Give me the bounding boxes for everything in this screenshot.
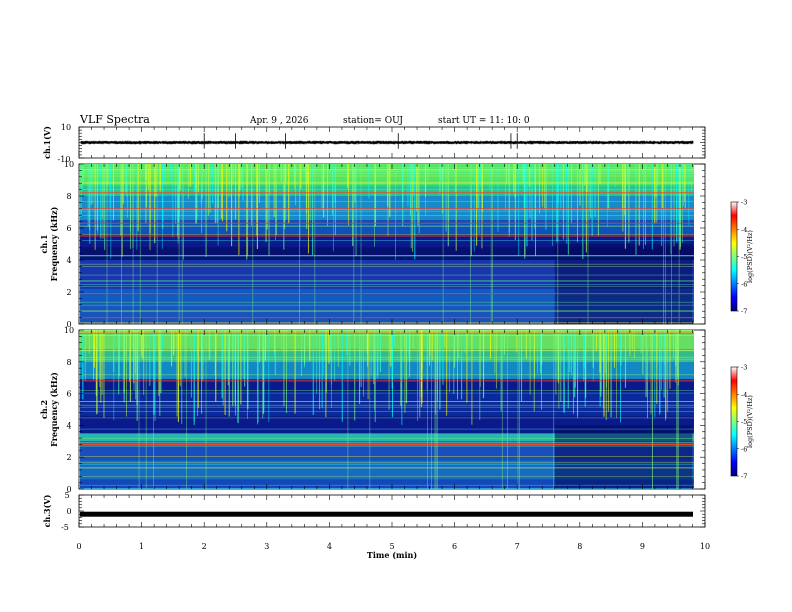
x-tick-label: 2 [202,542,207,551]
header-station: station= OUJ [343,116,403,126]
x-tick-label: 8 [577,542,582,551]
ch3-ytick-label: 5 [64,491,69,500]
ch2-spectrogram-colorbar [730,366,738,477]
ch2-spectrogram-channel-label: ch.2 [39,400,49,419]
ch1-spectrogram-ytick-label: 8 [66,192,71,201]
ch1-spectrogram-colorbar-tick-label: -6 [741,280,747,288]
ch1-spectrogram-ytick-label: 2 [66,288,71,297]
ch1-spectrogram-band [80,220,694,235]
ch2-spectrogram-ytick-label: 10 [64,326,74,335]
ch1-spectrogram-ytick-label: 6 [66,224,71,233]
ch1-spectrogram-band [80,247,694,260]
x-tick-label: 5 [389,542,394,551]
ch1-spectrogram-ylabel: Frequency (kHz) [49,206,59,281]
ch1-spectrogram-ytick-label: 10 [64,160,74,169]
ch1-spectrogram-dark-region [554,244,693,324]
ch1-spectrogram-colorbar-tick-label: -5 [741,253,747,261]
ch2-spectrogram-colorbar-tick-label: -7 [741,473,747,481]
x-tick-label: 3 [264,542,269,551]
ch1-spectrogram-channel-label: ch.1 [39,234,49,253]
ch1-ytick-label: 10 [61,123,71,132]
ch1-spectrogram-panel: 0 2 4 6 8 10 ch.1 Frequency (kHz) [39,160,706,329]
ch2-spectrogram-dark-region [554,425,693,489]
ch3-plot-frame [78,494,706,528]
x-tick-label: 9 [640,542,645,551]
figure-title: VLF Spectra [79,113,150,126]
ch2-spectrogram-band [80,460,694,480]
ch2-spectrogram-ytick-label: 2 [66,453,71,462]
ch3-waveform-panel: 5 0 -5 ch.3(V) 0 1 2 3 4 5 6 7 8 9 10 Time (min) [42,491,710,560]
ch3-ytick-label: -5 [61,523,69,532]
ch1-spectrogram-ytick-label: 4 [66,256,71,265]
ch2-spectrogram-ytick-label: 6 [66,390,71,399]
ch2-spectrogram-band [80,479,694,489]
ch1-spectrogram-colorbar-label: log(PSD)(V²/Hz) [746,230,754,283]
x-axis-label: Time (min) [367,550,417,560]
ch2-spectrogram-panel: 0 2 4 6 8 10 ch.2 Frequency (kHz) [39,326,706,494]
ch1-spectrogram-colorbar-tick-label: -7 [741,308,747,316]
ch1-spectrogram-band [80,196,694,220]
ch3-ytick-label: 0 [66,507,71,516]
ch1-spectrogram-colorbar [730,201,738,312]
ch2-spectrogram-band [80,393,694,416]
x-tick-label: 1 [139,542,144,551]
ch3-ylabel: ch.3(V) [42,494,52,527]
ch2-spectrogram-ytick-label: 8 [66,358,71,367]
ch2-spectrogram-ytick-label: 4 [66,421,71,430]
ch1-ylabel: ch.1(V) [42,126,52,159]
ch1-spectrogram-colorbar-tick-label: -4 [741,226,747,234]
ch1-waveform-panel: 10 -10 ch.1(V) [42,123,706,164]
x-tick-label: 4 [327,542,332,551]
ch2-spectrogram-ylabel: Frequency (kHz) [49,372,59,447]
header-start-time: start UT = 11: 10: 0 [438,116,530,126]
x-tick-label: 0 [76,542,81,551]
ch1-spectrogram-band [80,164,694,185]
ch2-spectrogram-colorbar-label: log(PSD)(V²/Hz) [746,395,754,448]
ch1-spectrogram-ytick-label: 0 [66,320,71,329]
ch1-ytick-label: -10 [58,155,71,164]
ch2-spectrogram-band [80,433,694,442]
x-tick-label: 6 [452,542,457,551]
ch2-spectrogram-colorbar-tick-label: -5 [741,418,747,426]
ch2-spectrogram-colorbar-tick-label: -3 [741,364,747,372]
x-tick-label: 7 [515,542,520,551]
ch2-spectrogram-colorbar-tick-label: -4 [741,391,747,399]
ch3-waveform-line [80,511,693,517]
ch1-spectrogram-colorbar-tick-label: -3 [741,199,747,207]
colorbars: -3 -4 -5 -6 -7 log(PSD)(V²/Hz) -3 -4 -5 -6 -7 log(P… [730,199,754,481]
ch1-spectrogram-band [80,308,694,324]
ch2-spectrogram-ytick-label: 0 [66,485,71,494]
x-tick-label: 10 [700,542,710,551]
header-date: Apr. 9 , 2026 [249,116,309,126]
ch1-waveform-line [80,140,694,145]
ch2-spectrogram-colorbar-tick-label: -6 [741,445,747,453]
